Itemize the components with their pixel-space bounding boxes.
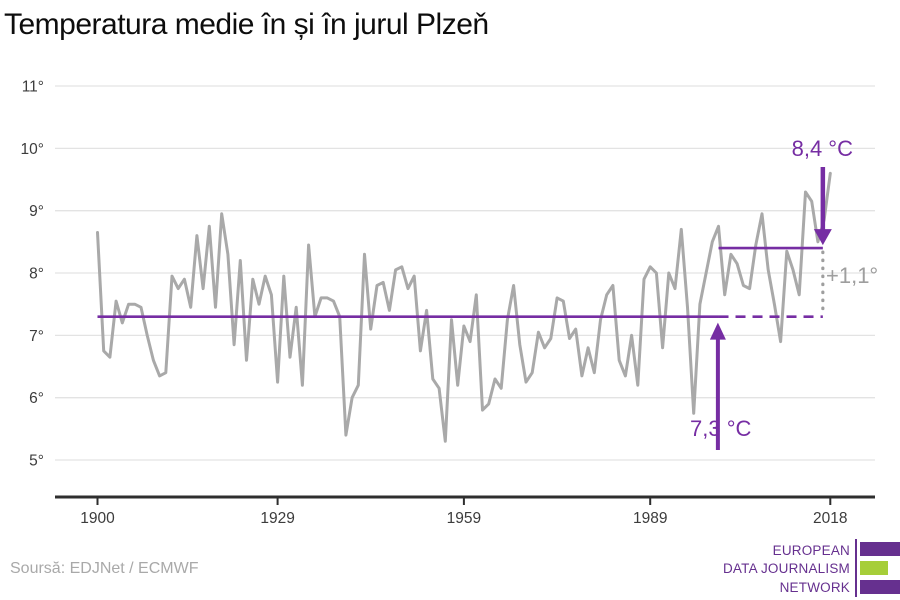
y-tick-label-10: 10° (21, 141, 44, 158)
logo-line-data-journalism: DATA JOURNALISM (722, 561, 850, 576)
temperature-line (96, 171, 832, 443)
x-tick-label-2018: 2018 (813, 510, 847, 527)
baseline-mean-arrow-head (709, 322, 726, 340)
edjnet-logo-text: EUROPEAN DATA JOURNALISM NETWORK (723, 539, 855, 598)
y-tick-label-5: 5° (29, 453, 44, 470)
x-tick-label-1989: 1989 (633, 510, 667, 527)
recent-mean-annotation: 8,4 °C (791, 136, 853, 161)
logo-bars (860, 539, 900, 598)
baseline-mean-annotation: 7,3 °C (690, 416, 752, 441)
y-tick-label-7: 7° (29, 328, 44, 345)
chart-title: Temperatura medie în și în jurul Plzeň (4, 8, 489, 41)
y-tick-label-11: 11° (22, 79, 44, 96)
x-tick-label-1959: 1959 (447, 510, 481, 527)
recent-mean-arrow-head (813, 229, 832, 246)
edjnet-logo: EUROPEAN DATA JOURNALISM NETWORK (723, 538, 900, 598)
logo-line-european: EUROPEAN (772, 542, 850, 558)
y-tick-label-8: 8° (29, 266, 44, 283)
logo-bar-top (860, 541, 900, 556)
logo-bar-middle (860, 560, 888, 575)
y-tick-label-9: 9° (29, 203, 44, 220)
source-caption: Soursă: EDJNet / ECMWF (10, 560, 199, 577)
logo-bar-bottom (860, 580, 900, 594)
y-tick-label-6: 6° (29, 390, 44, 407)
x-tick-label-1900: 1900 (80, 510, 115, 527)
x-tick-label-1929: 1929 (260, 510, 294, 527)
delta-annotation: +1,1° (826, 263, 879, 288)
logo-divider (855, 538, 857, 597)
logo-line-network: NETWORK (779, 579, 850, 595)
